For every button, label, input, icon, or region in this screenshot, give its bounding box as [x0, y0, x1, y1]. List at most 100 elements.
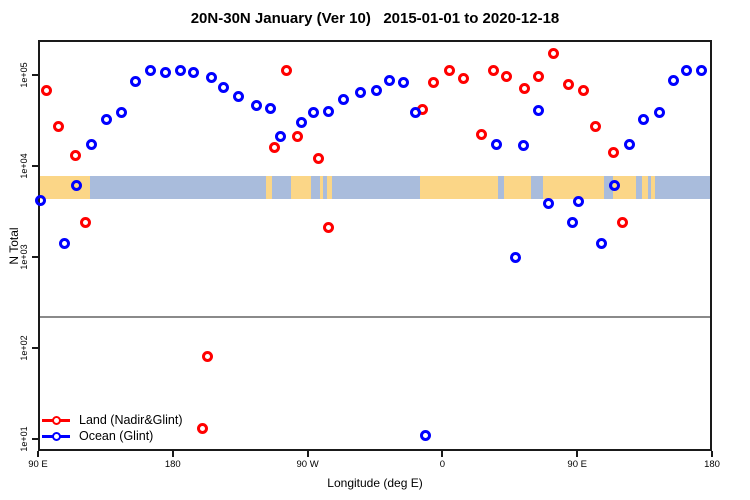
map-band-land-segment	[291, 175, 311, 200]
data-point	[624, 139, 636, 151]
data-point	[519, 83, 531, 95]
x-axis-tickmark	[171, 451, 174, 457]
data-point	[291, 130, 303, 142]
data-point	[86, 139, 98, 151]
data-point	[218, 82, 230, 94]
data-point	[116, 107, 128, 119]
x-axis-tick-label: 0	[439, 459, 446, 470]
data-point	[696, 65, 707, 77]
data-point	[444, 65, 456, 77]
data-point	[654, 107, 666, 119]
data-point	[667, 75, 679, 87]
legend: Land (Nadir&Glint) Ocean (Glint)	[42, 412, 183, 444]
data-point	[562, 78, 574, 90]
map-band-land-segment	[542, 175, 605, 200]
data-point	[609, 180, 621, 192]
data-point	[517, 140, 529, 152]
data-point	[188, 67, 200, 79]
map-band-land-segment	[641, 175, 648, 200]
y-axis-tick-label: 1e+05	[19, 62, 29, 88]
x-axis-title: Longitude (deg E)	[327, 476, 423, 490]
map-band-land-segment	[419, 175, 498, 200]
map-band-land-segment	[503, 175, 531, 200]
data-point	[159, 67, 171, 79]
chart-title: 20N-30N January (Ver 10) 2015-01-01 to 2…	[190, 10, 560, 27]
data-point	[409, 107, 421, 119]
data-point	[370, 84, 382, 96]
plot-area-border	[38, 40, 712, 451]
data-point	[547, 48, 559, 60]
data-point	[607, 146, 619, 158]
data-point	[457, 72, 469, 84]
data-point	[206, 72, 218, 83]
data-point	[80, 216, 92, 228]
data-point	[41, 84, 53, 96]
legend-row: Land (Nadir&Glint)	[42, 412, 183, 428]
data-point	[101, 114, 113, 126]
data-point	[427, 77, 439, 89]
legend-label: Ocean (Glint)	[79, 429, 154, 443]
data-point	[269, 141, 281, 153]
x-axis-tick-label: 90 E	[567, 459, 587, 470]
data-point	[281, 65, 293, 77]
x-axis-tick-label: 180	[704, 459, 720, 470]
data-point	[308, 107, 320, 119]
data-point	[59, 238, 71, 250]
map-band-land-segment	[319, 175, 323, 200]
data-point	[296, 116, 308, 128]
x-axis-tickmark	[37, 451, 39, 457]
data-point	[201, 351, 213, 363]
legend-circle-icon	[51, 415, 61, 425]
data-point	[129, 75, 141, 87]
map-band-land-segment	[650, 175, 656, 200]
x-axis-tick-label: 90 E	[28, 459, 48, 470]
y-axis-tickmark	[32, 164, 38, 167]
data-point	[681, 65, 693, 77]
y-axis-tick-label: 1e+02	[19, 335, 29, 361]
y-axis-tickmark	[32, 255, 38, 258]
y-axis-tick-label: 1e+01	[19, 426, 29, 452]
data-point	[510, 252, 522, 264]
data-point	[338, 93, 350, 105]
data-point	[420, 429, 432, 441]
data-point	[595, 238, 607, 250]
data-point	[532, 105, 544, 117]
data-point	[71, 180, 83, 192]
x-axis-tickmark	[711, 451, 713, 457]
y-axis-tickmark	[32, 73, 38, 76]
data-point	[53, 120, 65, 132]
data-point	[589, 120, 601, 132]
data-point	[251, 99, 263, 111]
data-point	[384, 75, 396, 87]
data-point	[637, 114, 649, 126]
reference-line	[38, 315, 712, 318]
legend-row: Ocean (Glint)	[42, 428, 183, 444]
legend-circle-icon	[51, 431, 61, 441]
y-axis-tick-label: 1e+04	[19, 153, 29, 179]
data-point	[577, 84, 589, 96]
y-axis-tickmark	[32, 438, 38, 441]
data-point	[573, 195, 585, 207]
data-point	[233, 91, 245, 103]
data-point	[501, 71, 513, 83]
x-axis-tick-label: 90 W	[296, 459, 319, 470]
data-point	[543, 197, 555, 209]
y-axis-tick-label: 1e+03	[19, 244, 29, 270]
legend-label: Land (Nadir&Glint)	[79, 413, 183, 427]
data-point	[312, 153, 324, 165]
data-point	[174, 65, 186, 77]
data-point	[490, 139, 502, 151]
y-axis-tickmark	[32, 346, 38, 349]
data-point	[397, 77, 409, 89]
data-point	[532, 71, 544, 83]
data-point	[354, 86, 366, 98]
x-axis-tickmark	[441, 451, 444, 457]
data-point	[144, 65, 156, 77]
x-axis-tickmark	[576, 451, 579, 457]
data-point	[197, 423, 209, 435]
legend-marker	[42, 414, 70, 426]
data-point	[264, 102, 276, 114]
data-point	[475, 129, 487, 141]
data-point	[323, 106, 335, 118]
